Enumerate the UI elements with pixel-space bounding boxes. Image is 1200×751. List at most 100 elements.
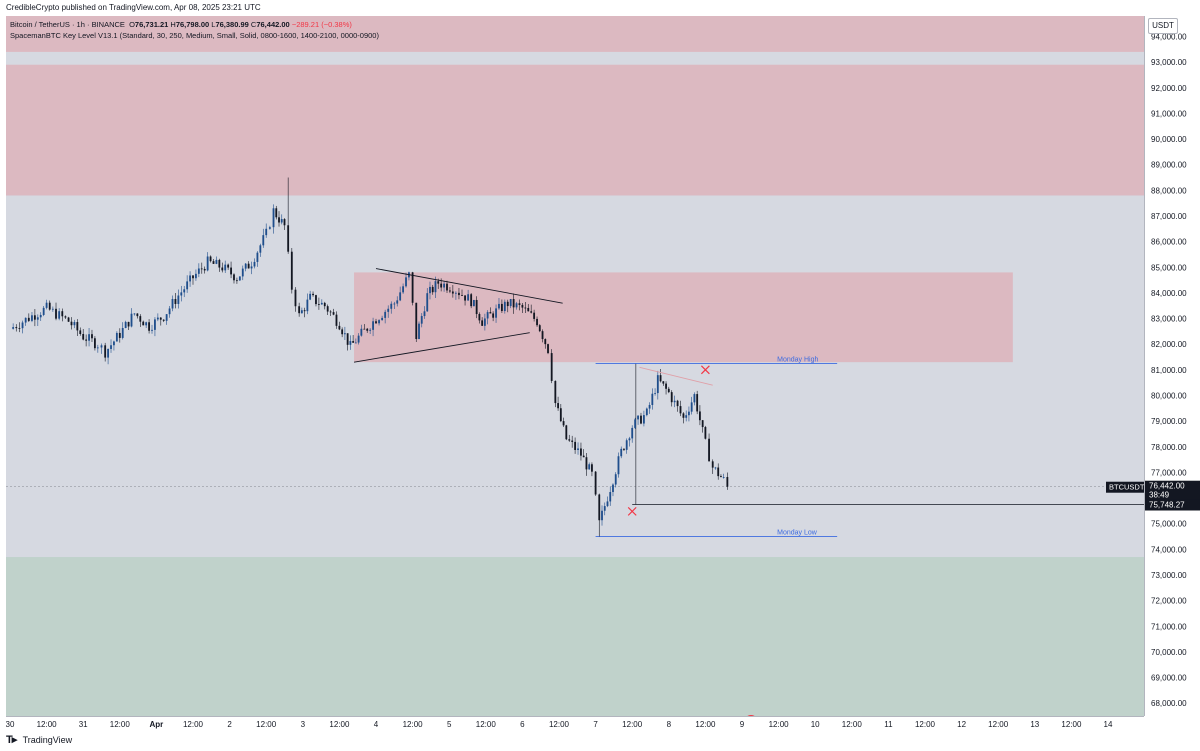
candle-body (722, 477, 725, 478)
candle-body (115, 332, 118, 342)
candle-body (136, 313, 139, 317)
candle-body (637, 415, 639, 420)
candle (300, 307, 303, 314)
candle (690, 396, 693, 415)
candle-body (357, 335, 360, 343)
candle (18, 322, 21, 333)
time-tick-label: 12 (957, 720, 966, 729)
candle-body (557, 403, 559, 409)
candle (283, 218, 286, 230)
candle-body (418, 323, 420, 340)
time-tick-label: 2 (227, 720, 232, 729)
time-tick-label: 4 (374, 720, 379, 729)
low-label: L (211, 20, 216, 29)
candle-body (565, 425, 568, 440)
candle (360, 324, 363, 337)
candle (623, 448, 625, 452)
candle (492, 311, 495, 322)
candle-body (42, 307, 45, 315)
candle (651, 388, 654, 410)
candle (533, 309, 536, 322)
price-tick-label: 75,000.00 (1151, 520, 1187, 529)
candle (568, 434, 571, 442)
candle (454, 291, 457, 300)
symbol-tag-label: BTCUSDT (1109, 483, 1144, 492)
chart-legend: Bitcoin / TetherUS · 1h · BINANCE O76,73… (10, 19, 379, 41)
candle (133, 313, 136, 316)
candle (617, 452, 620, 478)
candle (472, 299, 475, 307)
time-tick-label: 12:00 (769, 720, 790, 729)
price-chart[interactable]: Monday High Monday Low BTCUSDT (6, 16, 1144, 716)
candle-body (506, 301, 509, 307)
candle (701, 419, 704, 433)
high-value: 76,798.00 (175, 20, 210, 29)
candle (79, 327, 82, 336)
candle (673, 395, 676, 408)
candle-body (387, 308, 390, 312)
chart-pane[interactable]: Monday High Monday Low BTCUSDT Bitcoin / T… (6, 16, 1144, 716)
candle-body (154, 319, 156, 330)
candle (124, 320, 127, 329)
candle (679, 400, 682, 417)
candle (250, 261, 253, 275)
candle (656, 370, 659, 400)
candle-body (341, 329, 344, 335)
candle-body (165, 314, 168, 321)
candle-body (612, 484, 614, 493)
candle-body (241, 268, 244, 277)
candle-body (39, 314, 42, 318)
candle (461, 289, 463, 297)
candle-body (76, 322, 79, 331)
publisher-line: CredibleCrypto published on TradingView.… (6, 3, 261, 12)
price-axis[interactable]: 68,000.00 69,000.00 70,000.00 71,000.00 72,0… (1144, 16, 1200, 716)
time-tick-label: 30 (6, 720, 15, 729)
candles (12, 177, 729, 537)
candle-body (423, 311, 426, 317)
candle (42, 305, 45, 317)
candle (670, 390, 673, 407)
candle-body (142, 321, 145, 326)
candle-body (298, 306, 301, 314)
candle-body (464, 295, 466, 301)
candle (275, 205, 278, 220)
candle (278, 211, 280, 227)
candle (36, 314, 39, 327)
candle (509, 299, 512, 309)
candle (12, 323, 15, 330)
candle-body (720, 476, 722, 478)
supply-zone (6, 16, 1144, 52)
candle-body (698, 411, 701, 421)
candle-body (711, 461, 714, 468)
candle (464, 295, 466, 306)
candle (352, 334, 355, 343)
candle (521, 302, 524, 313)
candle-body (554, 380, 557, 404)
candle (495, 304, 497, 323)
candle (357, 333, 360, 345)
candle-body (121, 327, 124, 338)
candle (503, 299, 506, 314)
time-tick-label: 14 (1104, 720, 1113, 729)
candle-body (601, 510, 603, 521)
candle (335, 311, 338, 329)
candle (594, 471, 597, 496)
candle-body (70, 321, 73, 326)
candle (708, 433, 710, 462)
candle-body (100, 345, 103, 348)
price-tick-label: 79,000.00 (1151, 417, 1187, 426)
candle-body (118, 332, 121, 338)
candle-body (55, 308, 57, 319)
currency-button[interactable]: USDT (1148, 18, 1178, 34)
time-axis[interactable]: 30 12:00 31 12:00 Apr 12:00 2 12:00 3 12:00 4 12:00… (6, 716, 1144, 730)
candle-body (402, 286, 404, 293)
time-tick-label: 12:00 (988, 720, 1009, 729)
candle-body (93, 338, 96, 349)
candle (711, 459, 714, 474)
candle (571, 435, 574, 448)
candle-body (33, 315, 36, 320)
last-price-badge (1145, 480, 1200, 501)
candle (195, 269, 197, 281)
candle (565, 424, 568, 441)
candle-body (574, 441, 577, 450)
